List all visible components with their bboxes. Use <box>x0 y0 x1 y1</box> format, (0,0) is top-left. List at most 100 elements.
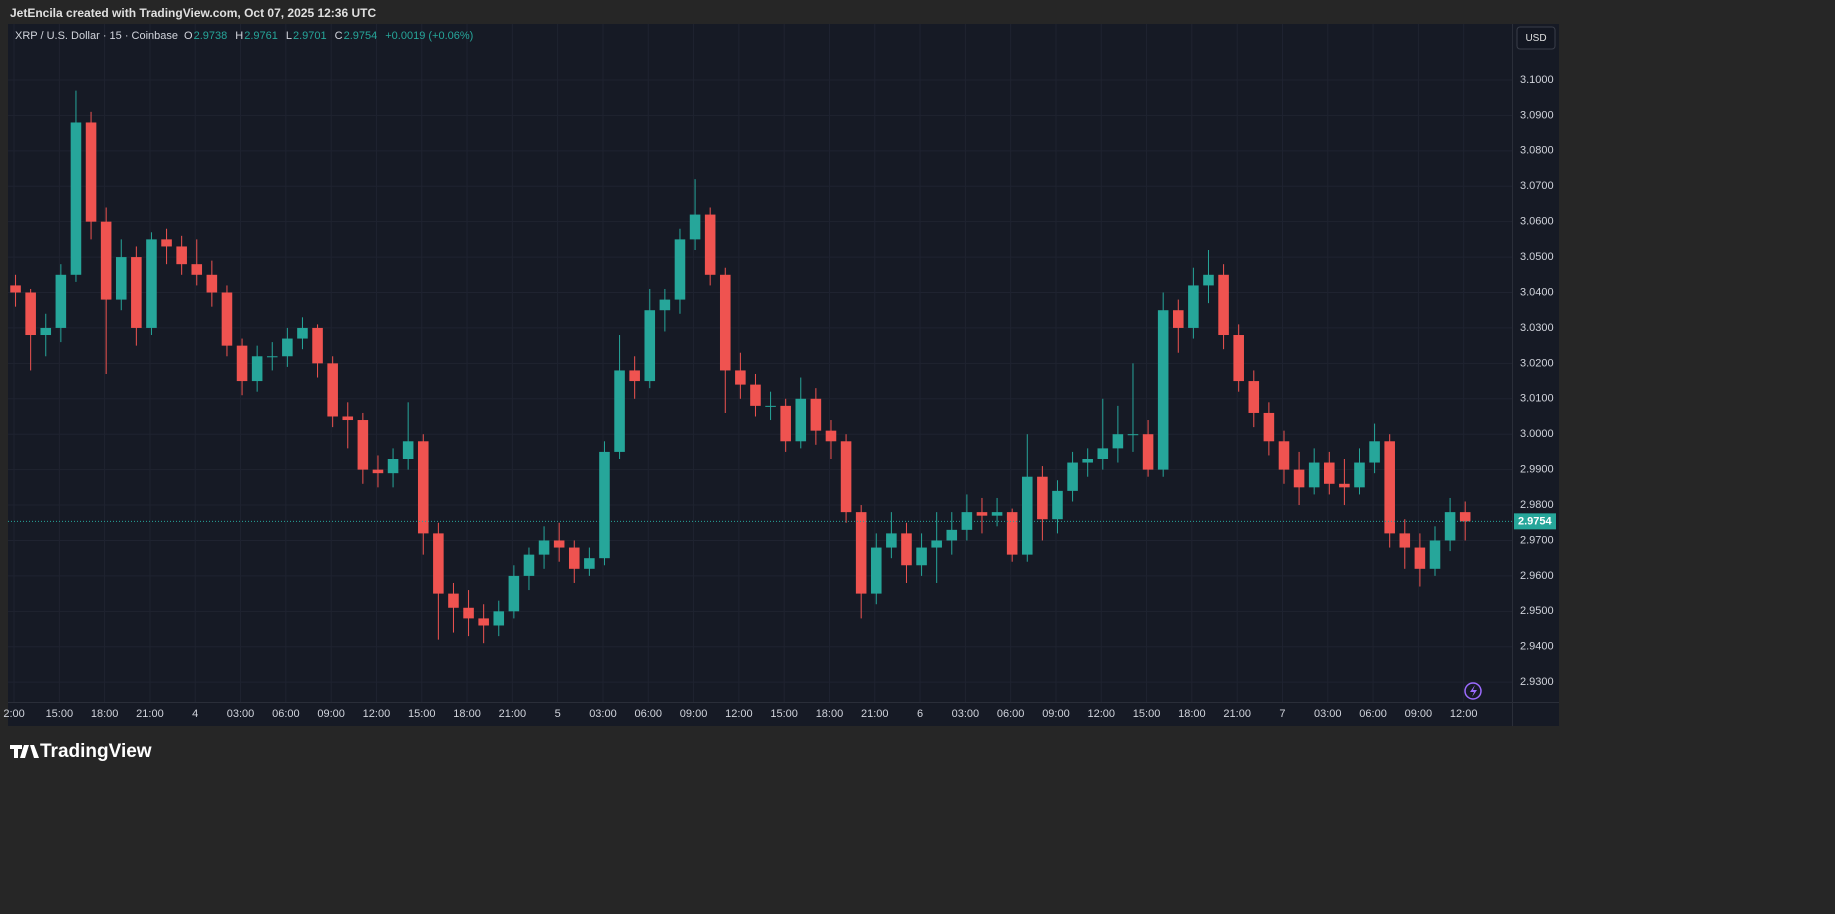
candle-body <box>1293 469 1305 488</box>
candle-body <box>176 246 187 265</box>
candle-body <box>976 512 988 516</box>
x-tick-label: 15:00 <box>46 708 74 720</box>
candle-body <box>25 292 36 336</box>
chart-panel <box>8 24 1559 726</box>
x-tick-label: 15:00 <box>1133 708 1161 720</box>
candle-body <box>870 547 882 594</box>
y-tick-label: 3.0100 <box>1520 393 1554 405</box>
candle-body <box>599 451 610 559</box>
candle-body <box>584 558 595 569</box>
assistant-icon[interactable] <box>1464 682 1482 700</box>
candle-body <box>327 363 338 417</box>
candle-body <box>402 441 414 459</box>
y-tick-label: 2.9500 <box>1520 605 1554 617</box>
candle-body <box>810 398 822 431</box>
x-tick-label: 03:00 <box>589 708 617 720</box>
candle-body <box>1308 462 1320 488</box>
candle-body <box>855 512 867 594</box>
x-tick-label: 06:00 <box>272 708 300 720</box>
candle-body <box>236 345 248 382</box>
legend-field-value: 2.9761 <box>244 30 278 42</box>
candle-body <box>387 458 399 474</box>
candle-body <box>1369 441 1380 463</box>
y-tick-label: 3.0800 <box>1520 145 1554 157</box>
candle-body <box>40 327 52 336</box>
candle-body <box>840 441 852 513</box>
candle-body <box>312 327 323 364</box>
last-price-label: 2.9754 <box>1518 516 1553 528</box>
y-tick-label: 2.9600 <box>1520 570 1554 582</box>
candle-body <box>55 274 67 328</box>
brand-name: TradingView <box>40 741 152 762</box>
candle-body <box>1218 274 1229 336</box>
candle-body <box>1354 462 1365 488</box>
candle-body <box>704 214 716 275</box>
x-tick-label: 18:00 <box>816 708 844 720</box>
currency-button[interactable] <box>1516 26 1556 50</box>
candle-body <box>523 554 535 576</box>
y-tick-label: 3.0200 <box>1520 357 1554 369</box>
candle-body <box>1278 441 1290 470</box>
candle-body <box>1384 441 1395 534</box>
candle-body <box>1006 512 1018 555</box>
candle-body <box>1097 448 1109 459</box>
candle-body <box>1112 434 1124 449</box>
x-tick-label: 4 <box>192 708 198 720</box>
candle-body <box>1067 462 1078 491</box>
legend: XRP / U.S. Dollar · 15 · Coinbase O 2.973… <box>15 30 473 42</box>
candle-body <box>282 338 293 357</box>
x-tick-label: 21:00 <box>136 708 164 720</box>
y-tick-label: 3.0400 <box>1520 286 1554 298</box>
x-tick-label: 18:00 <box>453 708 481 720</box>
currency-label[interactable]: USD <box>1525 33 1546 44</box>
x-tick-label: 21:00 <box>499 708 527 720</box>
y-tick-label: 3.0300 <box>1520 322 1554 334</box>
y-tick-label: 2.9700 <box>1520 534 1554 546</box>
candle-body <box>463 607 474 619</box>
y-tick-label: 3.0000 <box>1520 428 1554 440</box>
candle-body <box>1172 310 1184 328</box>
assistant-bolt[interactable] <box>1470 685 1477 697</box>
candle-body <box>961 512 973 530</box>
candle-body <box>342 416 354 421</box>
candle-body <box>991 512 1003 516</box>
candle-body <box>916 547 927 566</box>
candle-body <box>85 122 97 222</box>
x-tick-label: 21:00 <box>861 708 889 720</box>
candle-body <box>1127 434 1139 436</box>
y-tick-label: 2.9400 <box>1520 641 1554 653</box>
candle-body <box>780 405 791 442</box>
candle-body <box>931 540 942 548</box>
y-tick-label: 2.9800 <box>1520 499 1554 511</box>
x-tick-label: 09:00 <box>1042 708 1070 720</box>
candle-body <box>659 299 671 311</box>
legend-field-label: C <box>335 30 343 42</box>
candle-body <box>568 547 580 569</box>
candle-body <box>674 239 686 300</box>
last-price-tag <box>1514 513 1556 530</box>
y-tick-label: 3.0900 <box>1520 109 1554 121</box>
candle-body <box>719 274 731 371</box>
candle-body <box>946 529 958 541</box>
candle-body <box>1082 458 1093 463</box>
x-tick-label: 06:00 <box>634 708 662 720</box>
candle-body <box>266 356 278 358</box>
candle-body <box>191 264 203 275</box>
x-tick-label: 15:00 <box>408 708 436 720</box>
x-tick-label: 03:00 <box>952 708 980 720</box>
y-tick-label: 3.0600 <box>1520 216 1554 228</box>
y-tick-label: 2.9300 <box>1520 676 1554 688</box>
legend-field-label: L <box>286 30 292 42</box>
x-tick-label: 09:00 <box>317 708 345 720</box>
candle-body <box>100 221 112 300</box>
x-tick-label: 21:00 <box>1223 708 1251 720</box>
candles <box>8 90 1512 644</box>
x-tick-label: 12:00 <box>1088 708 1116 720</box>
candle-body <box>493 611 505 626</box>
y-tick-label: 2.9900 <box>1520 464 1554 476</box>
candle-body <box>1414 547 1426 569</box>
candle-body <box>251 356 263 382</box>
candle-body <box>1188 285 1199 328</box>
